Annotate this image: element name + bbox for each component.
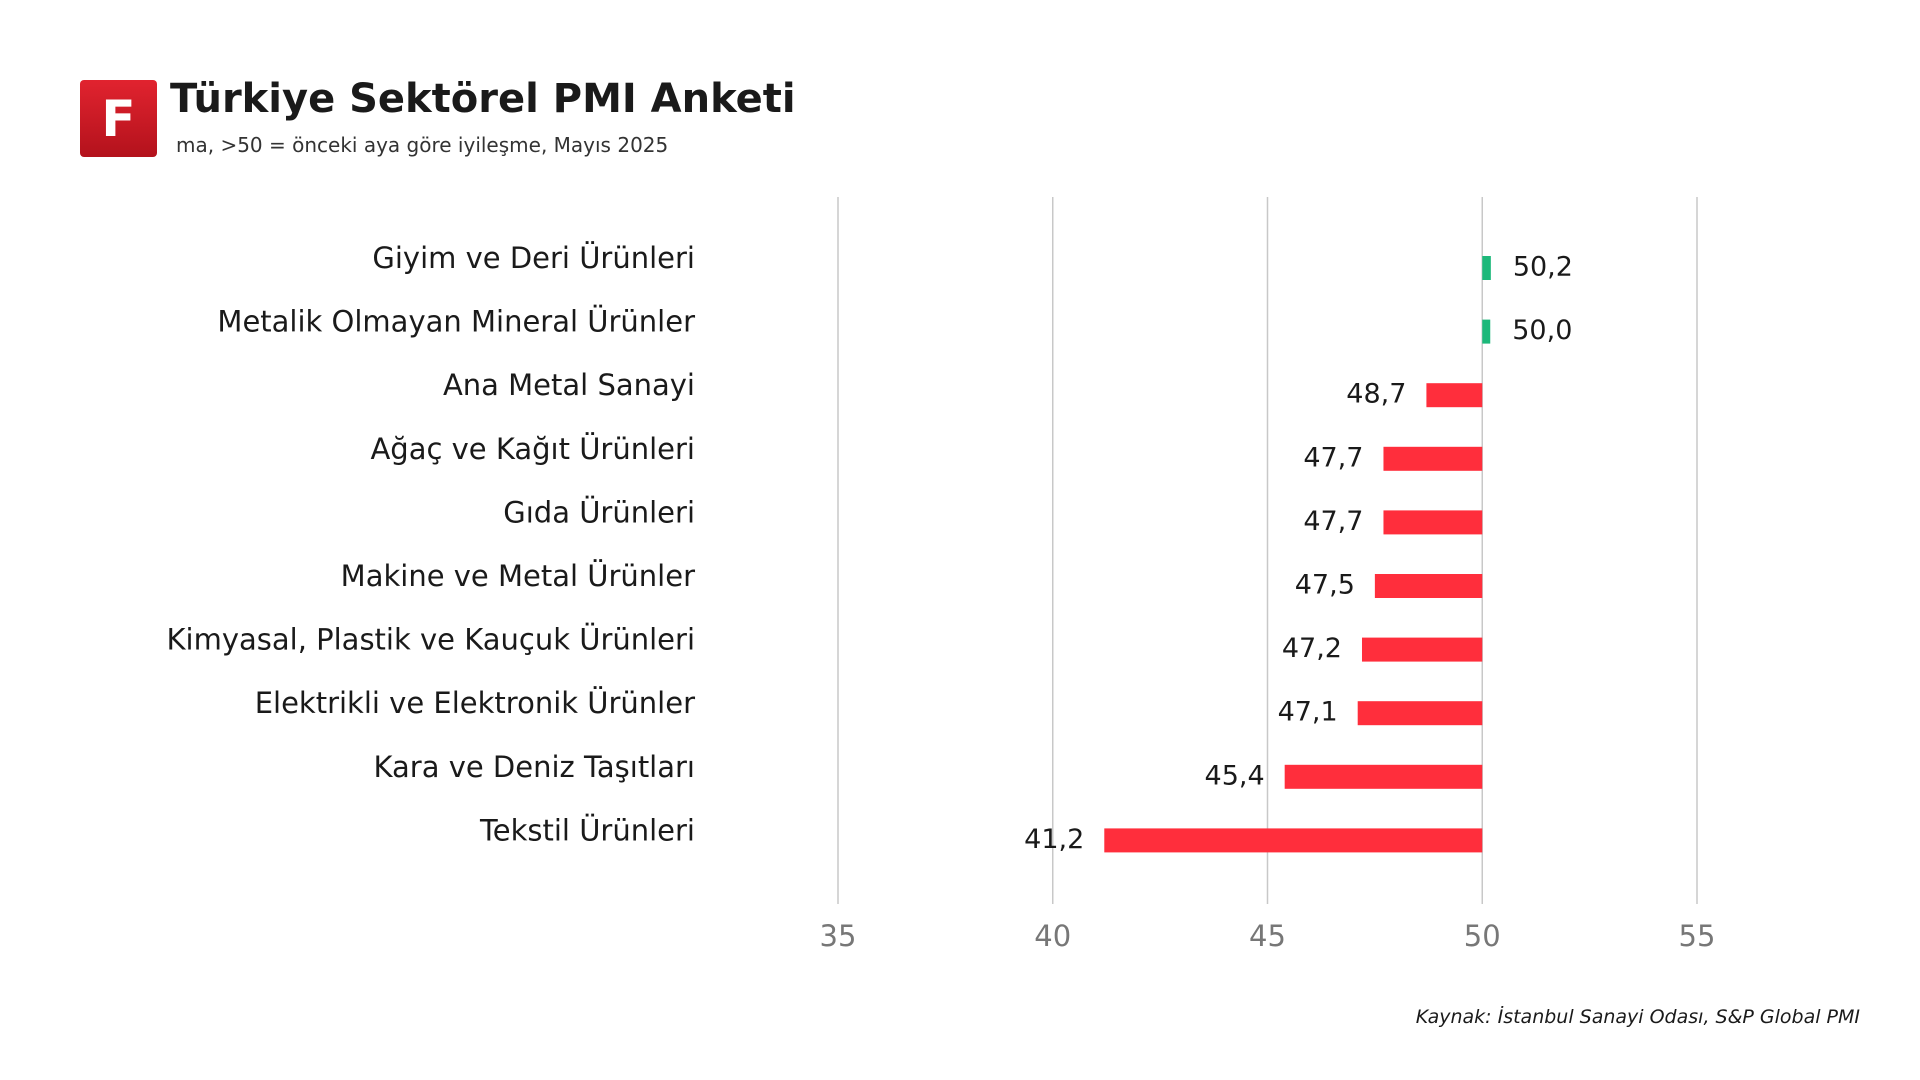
value-label-4: 47,7 [1303,442,1363,473]
value-label-10: 41,2 [1024,824,1084,855]
bar-3 [1426,383,1483,408]
bar-1 [1482,256,1491,280]
bar-2 [1482,319,1491,344]
chart-title: Türkiye Sektörel PMI Anketi [170,76,796,122]
grid-lines [837,197,1698,904]
value-label-6: 47,5 [1295,570,1355,601]
bar-4 [1383,446,1483,471]
brand-logo-letter: F [101,89,136,148]
category-label-4: Ağaç ve Kağıt Ürünleri [370,432,695,466]
value-labels: 50,2 50,0 48,7 47,7 47,7 47,5 47,2 47,1 45,4 41,2 [1024,252,1573,855]
category-label-3: Ana Metal Sanayi [443,368,695,402]
category-label-9: Kara ve Deniz Taşıtları [374,750,696,784]
x-tick-label-45: 45 [1249,919,1286,953]
x-tick-label-55: 55 [1679,919,1716,953]
value-label-2: 50,0 [1512,315,1572,346]
value-label-5: 47,7 [1303,506,1363,537]
bar-5 [1383,510,1483,535]
bar-10 [1104,828,1483,853]
category-label-10: Tekstil Ürünleri [479,813,695,847]
category-label-2: Metalik Olmayan Mineral Ürünler [217,305,695,339]
bar-7 [1361,637,1483,662]
bar-8 [1357,701,1483,726]
brand-logo: F [80,80,157,157]
value-label-9: 45,4 [1205,760,1265,791]
bars [1104,256,1491,853]
category-label-1: Giyim ve Deri Ürünleri [372,241,695,275]
value-label-3: 48,7 [1346,379,1406,410]
bar-9 [1284,764,1483,789]
x-tick-label-50: 50 [1464,919,1501,953]
x-axis-ticks: 35 40 45 50 55 [820,919,1716,953]
chart-subtitle: ma, >50 = önceki aya göre iyileşme, Mayı… [176,133,669,157]
category-label-5: Gıda Ürünleri [503,495,695,529]
category-labels: Giyim ve Deri Ürünleri Metalik Olmayan Mi… [167,241,696,847]
value-label-8: 47,1 [1278,697,1338,728]
value-label-7: 47,2 [1282,633,1342,664]
source-note: Kaynak: İstanbul Sanayi Odası, S&P Globa… [1415,1006,1860,1028]
x-tick-label-35: 35 [820,919,857,953]
bar-6 [1374,574,1483,598]
category-label-8: Elektrikli ve Elektronik Ürünler [255,686,695,720]
x-tick-label-40: 40 [1034,919,1071,953]
value-label-1: 50,2 [1513,252,1573,283]
category-label-6: Makine ve Metal Ürünler [341,559,695,593]
category-label-7: Kimyasal, Plastik ve Kauçuk Ürünleri [167,623,696,657]
